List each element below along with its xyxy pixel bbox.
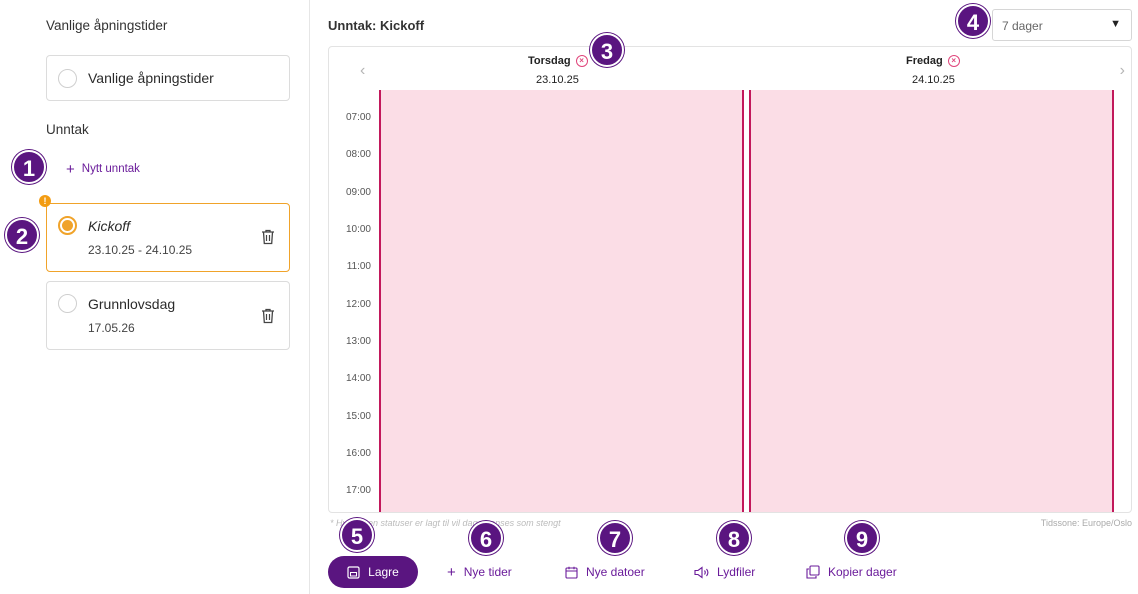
step-badge-8: 8 — [717, 521, 751, 555]
new-dates-button[interactable]: Nye datoer — [565, 563, 645, 581]
calendar-icon — [565, 566, 578, 579]
regular-hours-label: Vanlige åpningstider — [88, 70, 214, 86]
trash-icon[interactable] — [261, 229, 275, 245]
day-header-thursday: Torsdag × — [528, 55, 588, 67]
new-times-label: Nye tider — [463, 565, 512, 579]
hour-label: 16:00 — [345, 448, 371, 459]
chevron-left-icon[interactable]: ‹ — [360, 62, 366, 79]
new-times-button[interactable]: + Nye tider — [447, 563, 512, 581]
step-badge-5: 5 — [340, 518, 374, 552]
audio-files-label: Lydfiler — [717, 565, 756, 579]
radio-grunnlovsdag[interactable] — [58, 294, 77, 313]
hour-label: 07:00 — [345, 112, 371, 123]
hour-label: 15:00 — [345, 411, 371, 422]
caret-down-icon: ▼ — [1110, 18, 1121, 30]
hour-label: 10:00 — [345, 224, 371, 235]
hour-label: 14:00 — [345, 373, 371, 384]
new-exception-label: Nytt unntak — [81, 163, 140, 175]
exception-name: Grunnlovsdag — [88, 296, 176, 312]
plus-icon: + — [447, 563, 456, 581]
chevron-right-icon[interactable]: › — [1119, 62, 1125, 79]
closed-day-block[interactable] — [379, 90, 744, 512]
exception-card-grunnlovsdag[interactable]: Grunnlovsdag 17.05.26 — [46, 281, 290, 350]
save-button[interactable]: Lagre — [328, 556, 418, 588]
day-date: 24.10.25 — [912, 74, 955, 86]
regular-hours-option[interactable]: Vanlige åpningstider — [46, 55, 290, 101]
plus-icon: + — [66, 160, 75, 178]
closed-day-block[interactable] — [749, 90, 1114, 512]
hour-label: 13:00 — [345, 336, 371, 347]
exception-title: Unntak: Kickoff — [328, 18, 425, 33]
step-badge-4: 4 — [956, 4, 990, 38]
range-select[interactable]: 7 dager ▼ — [992, 9, 1132, 41]
closed-footnote: * Hvis ingen statuser er lagt til vil da… — [330, 518, 561, 528]
exception-dates: 17.05.26 — [88, 321, 135, 335]
regular-hours-heading: Vanlige åpningstider — [46, 18, 168, 33]
hour-label: 12:00 — [345, 299, 371, 310]
copy-icon — [806, 565, 820, 579]
step-badge-1: 1 — [12, 150, 46, 184]
hour-label: 17:00 — [345, 485, 371, 496]
step-badge-2: 2 — [5, 218, 39, 252]
exception-card-kickoff[interactable]: Kickoff 23.10.25 - 24.10.25 — [46, 203, 290, 272]
speaker-icon — [694, 565, 709, 579]
step-badge-3: 3 — [590, 33, 624, 67]
step-badge-7: 7 — [598, 521, 632, 555]
step-badge-6: 6 — [469, 521, 503, 555]
remove-day-icon[interactable]: × — [947, 55, 960, 67]
timezone-label: Tidssone: Europe/Oslo — [1040, 518, 1132, 528]
save-icon — [347, 565, 360, 579]
hour-label: 11:00 — [346, 261, 371, 272]
day-name: Fredag — [906, 55, 943, 67]
copy-days-button[interactable]: Kopier dager — [806, 563, 897, 581]
new-exception-link[interactable]: + Nytt unntak — [66, 160, 140, 178]
trash-icon[interactable] — [261, 308, 275, 324]
day-date: 23.10.25 — [536, 74, 579, 86]
hour-label: 08:00 — [345, 149, 371, 160]
audio-files-button[interactable]: Lydfiler — [694, 563, 755, 581]
exceptions-heading: Unntak — [46, 122, 89, 137]
remove-day-icon[interactable]: × — [575, 55, 588, 67]
hour-label: 09:00 — [345, 187, 371, 198]
opening-hours-sidebar: Vanlige åpningstider Vanlige åpningstide… — [0, 0, 310, 594]
new-dates-label: Nye datoer — [586, 565, 645, 579]
week-calendar: ‹ › Torsdag × 23.10.25 Fredag × 24.10.25… — [328, 46, 1132, 513]
day-header-friday: Fredag × — [906, 55, 960, 67]
copy-days-label: Kopier dager — [828, 565, 897, 579]
warning-icon: ! — [39, 195, 51, 207]
day-name: Torsdag — [528, 55, 571, 67]
step-badge-9: 9 — [845, 521, 879, 555]
exception-name: Kickoff — [88, 218, 131, 234]
radio-regular-hours[interactable] — [58, 69, 77, 88]
save-label: Lagre — [368, 565, 399, 579]
radio-kickoff[interactable] — [58, 216, 77, 235]
exception-dates: 23.10.25 - 24.10.25 — [88, 243, 193, 257]
range-select-value: 7 dager — [1002, 19, 1043, 33]
